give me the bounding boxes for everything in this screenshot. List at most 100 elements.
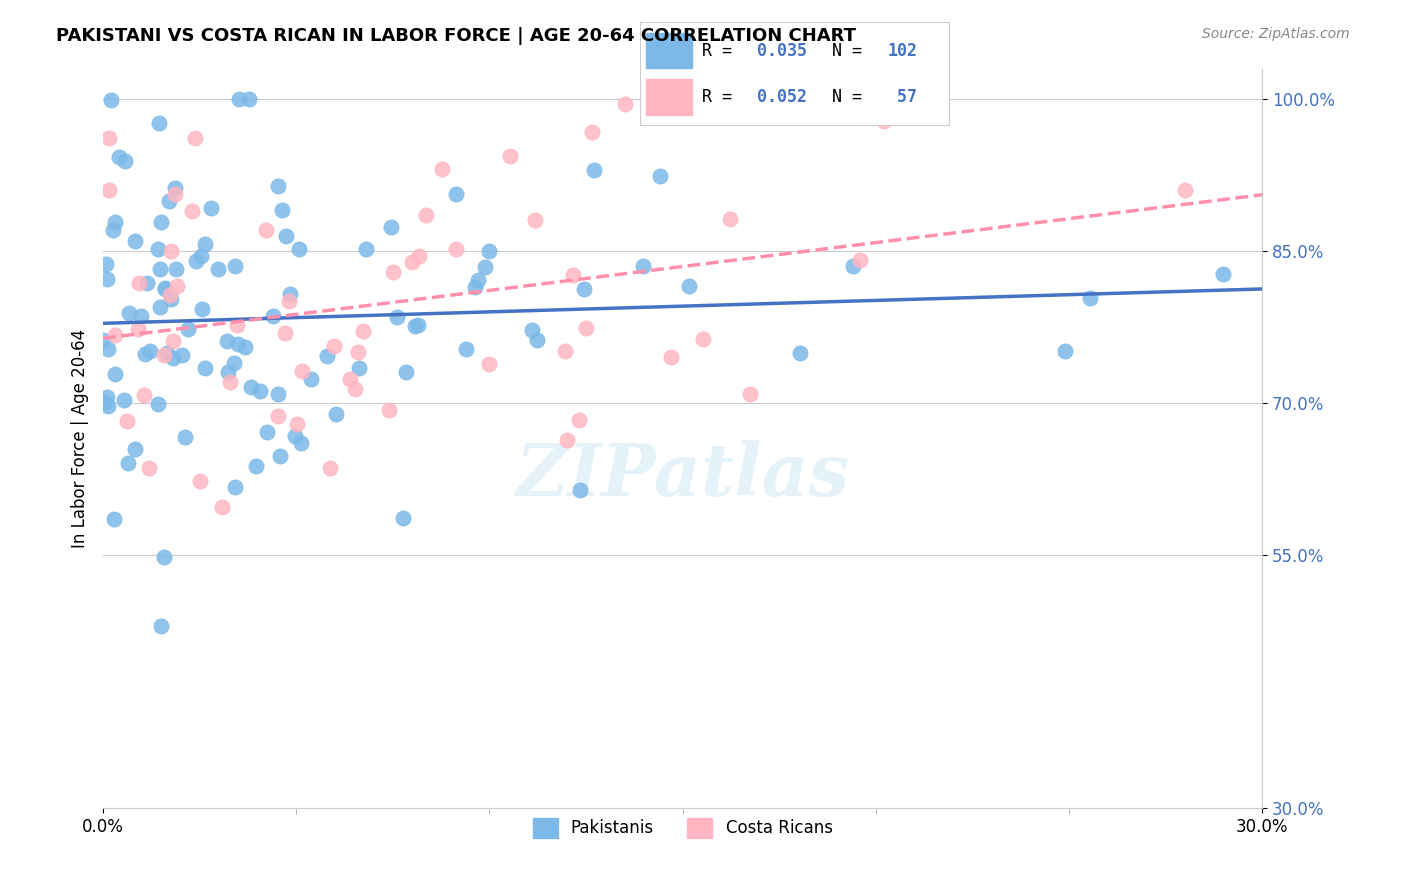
Point: [678, 278, 700, 293]
Point: [104, 327, 127, 342]
Point: [224, 259, 246, 273]
Point: [284, 429, 307, 443]
Point: [278, 287, 301, 301]
Point: [150, 619, 173, 633]
Point: [117, 456, 139, 470]
Point: [406, 318, 429, 333]
Point: [526, 333, 548, 347]
FancyBboxPatch shape: [645, 33, 692, 69]
Text: 102: 102: [887, 42, 917, 60]
Point: [94, 258, 117, 272]
Point: [118, 306, 141, 320]
Point: [841, 259, 863, 273]
Point: [190, 249, 212, 263]
Point: [200, 201, 222, 215]
Point: [267, 387, 290, 401]
Point: [149, 215, 172, 229]
Point: [97, 399, 120, 413]
Point: [267, 409, 290, 423]
Point: [104, 367, 127, 381]
Point: [446, 242, 468, 256]
Point: [124, 442, 146, 456]
Point: [240, 380, 263, 394]
Point: [226, 336, 249, 351]
Point: [873, 113, 896, 128]
Point: [249, 384, 271, 398]
Point: [554, 343, 576, 358]
Legend: Pakistanis, Costa Ricans: Pakistanis, Costa Ricans: [526, 811, 839, 845]
Point: [163, 181, 186, 195]
Point: [254, 223, 277, 237]
Point: [112, 392, 135, 407]
Point: [430, 162, 453, 177]
Point: [269, 449, 291, 463]
Point: [115, 414, 138, 428]
Point: [408, 249, 430, 263]
Text: Source: ZipAtlas.com: Source: ZipAtlas.com: [1202, 27, 1350, 41]
Point: [194, 237, 217, 252]
Point: [170, 349, 193, 363]
Point: [166, 261, 188, 276]
Point: [377, 402, 399, 417]
Point: [136, 276, 159, 290]
Point: [215, 334, 238, 348]
Point: [478, 244, 501, 258]
Point: [740, 386, 762, 401]
Point: [153, 347, 176, 361]
Point: [184, 131, 207, 145]
Point: [404, 318, 426, 333]
Point: [211, 500, 233, 515]
Point: [271, 203, 294, 218]
Point: [96, 390, 118, 404]
Point: [339, 372, 361, 386]
Point: [568, 413, 591, 427]
Point: [789, 346, 811, 360]
Point: [648, 169, 671, 183]
Point: [191, 301, 214, 316]
Point: [245, 459, 267, 474]
Point: [127, 322, 149, 336]
Point: [228, 92, 250, 106]
Point: [290, 435, 312, 450]
Point: [581, 125, 603, 139]
Point: [160, 292, 183, 306]
Point: [291, 364, 314, 378]
Point: [464, 280, 486, 294]
Point: [1078, 291, 1101, 305]
Point: [226, 318, 249, 332]
Point: [139, 343, 162, 358]
Point: [381, 265, 404, 279]
Point: [107, 150, 129, 164]
Point: [194, 360, 217, 375]
Point: [613, 96, 636, 111]
Point: [138, 461, 160, 475]
Point: [156, 346, 179, 360]
Point: [444, 186, 467, 201]
Point: [322, 339, 344, 353]
Point: [153, 282, 176, 296]
Point: [103, 511, 125, 525]
Text: 0.035: 0.035: [758, 42, 807, 60]
Point: [325, 408, 347, 422]
Point: [97, 183, 120, 197]
Point: [555, 434, 578, 448]
Point: [499, 149, 522, 163]
Point: [174, 430, 197, 444]
Point: [285, 417, 308, 431]
Point: [392, 511, 415, 525]
Point: [153, 549, 176, 564]
Point: [385, 310, 408, 324]
Point: [349, 361, 371, 376]
Point: [153, 281, 176, 295]
Point: [263, 310, 285, 324]
Point: [1174, 183, 1197, 197]
Point: [146, 397, 169, 411]
Point: [157, 194, 180, 208]
Point: [134, 388, 156, 402]
Point: [266, 178, 288, 193]
Point: [316, 350, 339, 364]
Point: [574, 282, 596, 296]
Point: [520, 323, 543, 337]
Point: [104, 215, 127, 229]
Point: [288, 243, 311, 257]
